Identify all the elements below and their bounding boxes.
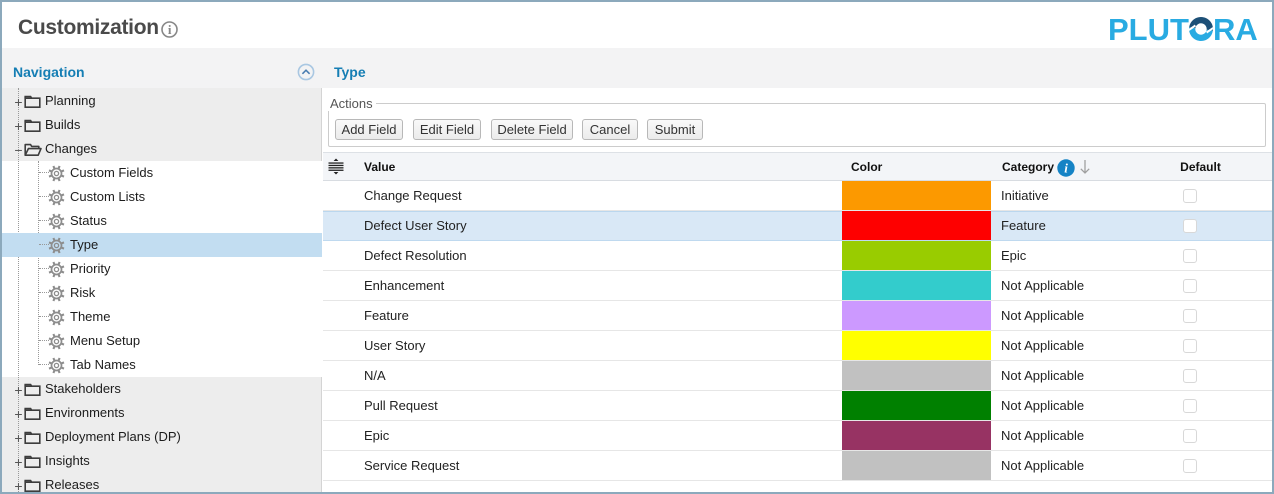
- svg-text:i: i: [1064, 161, 1068, 176]
- svg-text:PLUT: PLUT: [1108, 12, 1189, 47]
- svg-text:RA: RA: [1213, 12, 1258, 47]
- svg-text:i: i: [168, 22, 172, 37]
